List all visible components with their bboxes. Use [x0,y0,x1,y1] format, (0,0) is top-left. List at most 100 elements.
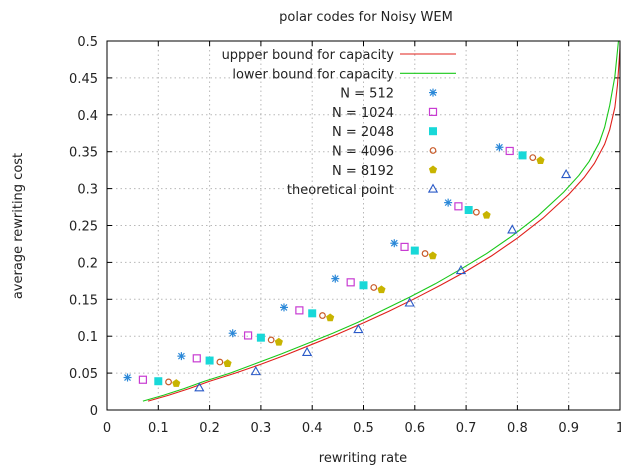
series-theoretical-point [194,168,572,392]
legend-label: N = 4096 [332,145,394,160]
point-n-1024 [454,202,463,211]
series-n-512 [123,143,504,382]
grid [107,41,620,410]
y-tick-label: 0.45 [69,72,98,87]
legend-swatch [429,88,437,97]
point-theoretical-point [301,346,313,356]
point-n-2048 [154,377,163,386]
point-n-8192 [326,313,335,322]
x-tick-label: 0.6 [404,421,425,436]
legend-item-theoretical-point: theoretical point [287,183,439,198]
x-axis-label: rewriting rate [319,451,407,465]
legend-label: N = 8192 [332,164,394,179]
series-line-uppper-bound-for-capacity [147,48,621,402]
legend-item-uppper-bound-for-capacity: uppper bound for capacity [222,48,456,63]
point-n-8192 [172,379,181,387]
point-n-1024 [505,146,514,156]
legend-swatch [427,183,439,193]
point-n-512 [177,352,186,361]
plot-frame [106,40,621,411]
point-n-4096 [472,208,480,216]
point-n-4096 [370,284,378,291]
y-axis-label: average rewriting cost [11,153,26,299]
axes: 0 0.1 0.2 0.3 0.4 0.5 0.6 0.7 0.8 0.9 1 0 0.05 0.1 0.1… [69,35,621,436]
point-theoretical-point [353,323,364,334]
legend-swatch [429,147,437,154]
point-n-2048 [410,246,419,255]
point-n-2048 [518,151,527,160]
plot-area [123,40,621,402]
y-tick-label: 0.05 [69,367,98,382]
point-n-1024 [138,375,148,384]
legend-item-n-1024: N = 1024 [332,106,438,121]
x-tick-label: 1 [616,421,621,436]
point-n-8192 [274,337,283,346]
x-tick-label: 0.2 [199,421,220,436]
point-n-4096 [267,336,275,344]
point-n-8192 [377,285,386,294]
point-n-1024 [346,278,355,287]
x-tick-label: 0.4 [302,421,323,436]
point-theoretical-point [507,224,518,234]
point-n-1024 [400,242,409,252]
series-line-lower-bound-for-capacity [142,40,620,402]
point-n-512 [444,198,453,207]
point-n-512 [331,274,340,283]
legend-item-n-512: N = 512 [340,87,437,102]
point-n-512 [228,329,237,338]
y-tick-label: 0.25 [69,220,98,235]
point-n-4096 [165,378,172,386]
legend-label: N = 2048 [332,125,394,140]
x-tick-label: 0.7 [456,421,477,436]
legend-label: N = 512 [340,87,394,102]
legend-swatch [428,165,438,174]
legend-label: uppper bound for capacity [222,48,395,63]
x-tick-label: 0.9 [558,421,579,436]
point-n-4096 [216,358,224,366]
point-n-2048 [308,309,317,318]
y-tick-label: 0.4 [77,109,98,124]
legend: uppper bound for capacity lower bound for… [222,48,456,198]
point-n-4096 [319,312,326,319]
point-n-1024 [243,331,253,340]
legend-item-lower-bound-for-capacity: lower bound for capacity [232,67,456,82]
legend-swatch [428,107,438,117]
y-tick-label: 0.2 [77,256,98,271]
point-n-1024 [295,306,304,315]
point-n-2048 [359,281,368,290]
point-n-512 [495,143,504,152]
legend-label: N = 1024 [332,106,394,121]
y-tick-label: 0 [90,404,98,419]
x-tick-label: 0.1 [148,421,169,436]
legend-label: theoretical point [287,183,394,198]
series-n-1024 [138,146,514,384]
point-theoretical-point [560,168,572,179]
point-n-512 [123,373,132,382]
x-tick-label: 0.8 [507,421,528,436]
series-n-2048 [154,151,527,386]
point-theoretical-point [404,297,415,307]
legend-item-n-4096: N = 4096 [332,145,437,160]
point-n-2048 [256,333,265,342]
point-n-8192 [482,210,491,219]
chart-title: polar codes for Noisy WEM [279,10,453,25]
point-n-4096 [529,154,537,162]
y-tick-label: 0.15 [69,293,98,308]
point-n-8192 [536,156,545,165]
point-n-4096 [421,250,429,257]
point-n-512 [390,239,399,248]
point-theoretical-point [455,264,467,275]
legend-item-n-2048: N = 2048 [332,125,437,140]
point-n-8192 [223,359,232,367]
x-tick-label: 0.5 [353,421,374,436]
point-n-2048 [464,206,473,215]
point-n-8192 [428,251,437,260]
point-theoretical-point [250,365,261,376]
y-tick-label: 0.3 [77,183,98,198]
point-n-2048 [205,356,214,365]
y-tick-label: 0.35 [69,146,98,161]
point-n-1024 [192,354,201,363]
x-tick-label: 0 [103,421,111,436]
point-n-512 [279,303,288,312]
